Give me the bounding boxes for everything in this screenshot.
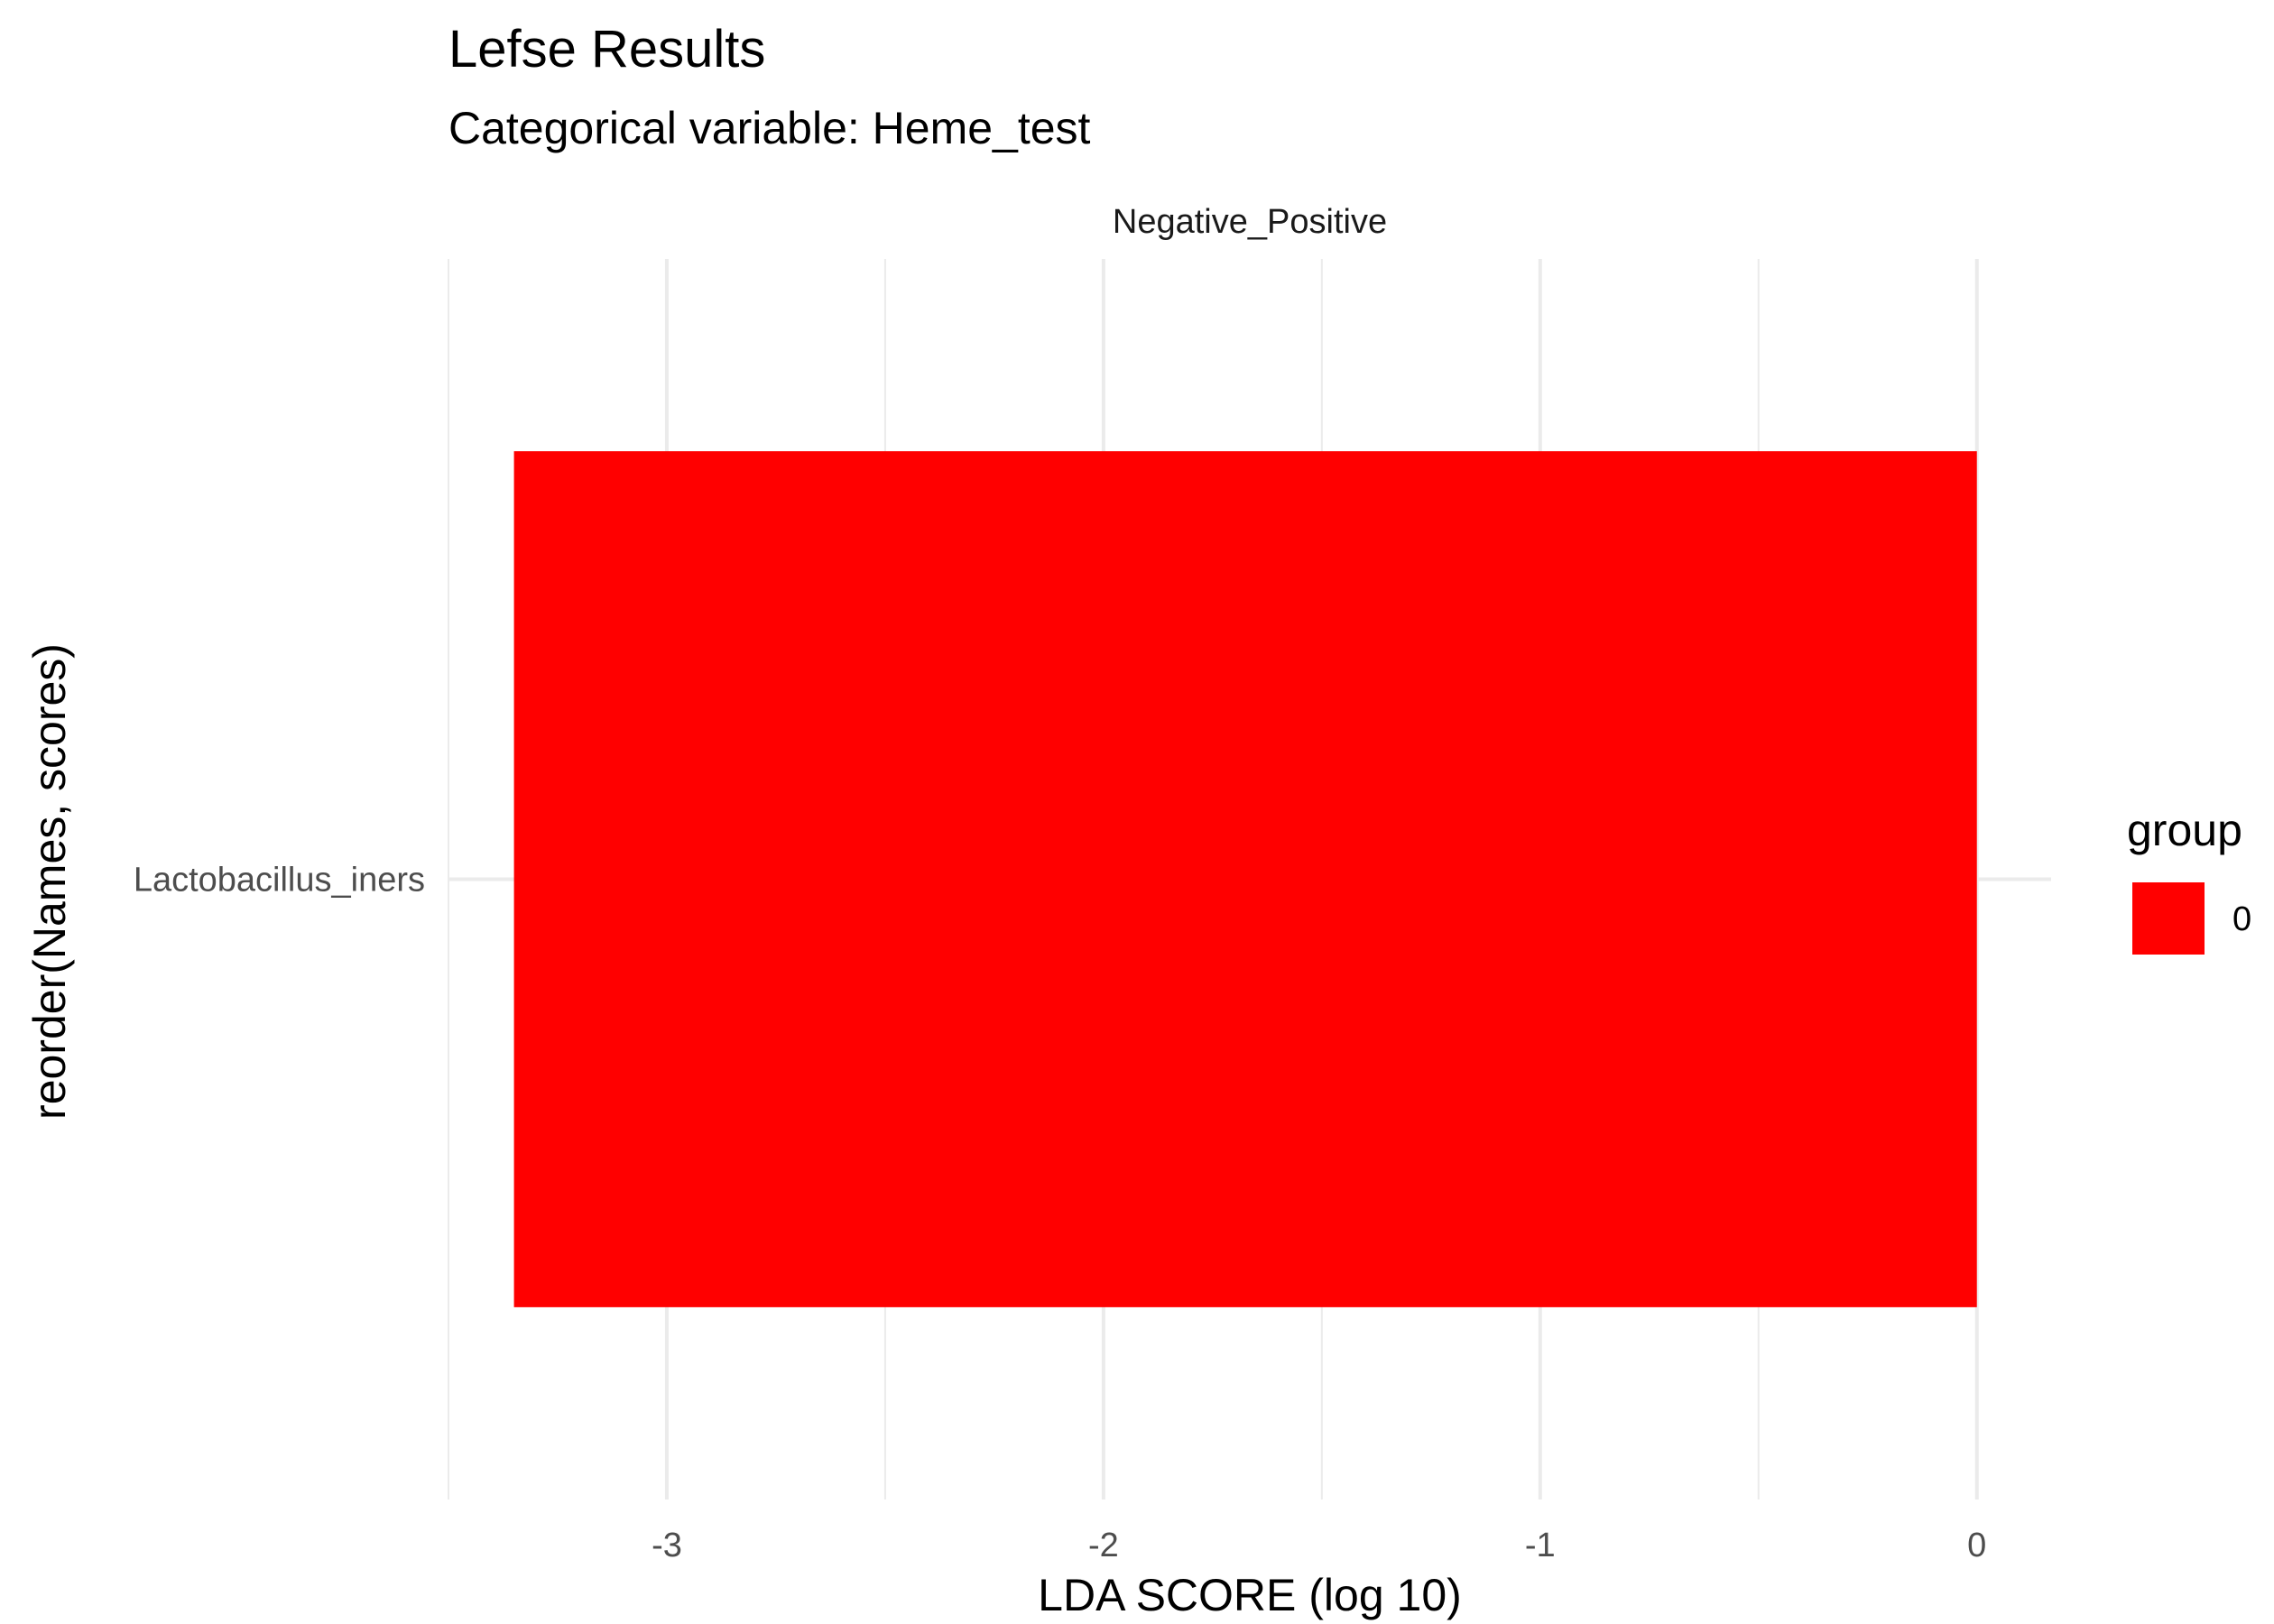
legend-title: group [2127, 805, 2242, 855]
facet-strip-label: Negative_Positive [1113, 203, 1387, 241]
y-tick-label: Lactobacillus_iners [134, 862, 425, 900]
x-tick-label: -3 [652, 1527, 682, 1564]
x-tick-label: -1 [1525, 1527, 1556, 1564]
y-axis-ticks: Lactobacillus_iners [134, 862, 425, 900]
chart-subtitle: Categorical variable: Heme_test [448, 103, 1091, 153]
x-axis-title: LDA SCORE (log 10) [1038, 1570, 1462, 1620]
legend: group 0 [2127, 805, 2251, 955]
x-tick-label: -2 [1088, 1527, 1119, 1564]
chart-title: Lefse Results [448, 20, 765, 78]
bar-Lactobacillus_iners [513, 451, 1977, 1307]
bar-layer [513, 451, 1977, 1307]
x-axis-ticks: -3 -2 -1 0 [652, 1527, 1986, 1564]
legend-key-swatch [2132, 882, 2205, 955]
y-axis-title: reorder(Names, scores) [24, 643, 75, 1120]
legend-key-label: 0 [2232, 900, 2251, 938]
x-tick-label: 0 [1967, 1527, 1986, 1564]
